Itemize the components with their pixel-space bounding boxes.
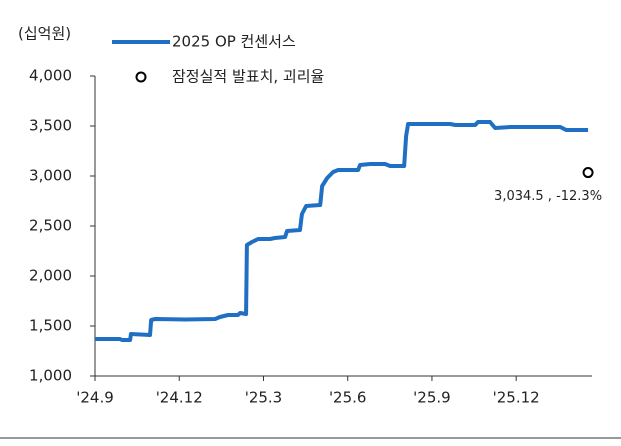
y-tick-label: 2,500 xyxy=(29,217,72,235)
x-tick-label: '25.6 xyxy=(329,389,367,407)
marker xyxy=(582,167,594,179)
x-tick-label: '24.9 xyxy=(76,389,114,407)
x-tick-label: '25.12 xyxy=(493,389,540,407)
data-label: 3,034.5 , -12.3% xyxy=(494,189,602,204)
y-tick-label: 1,000 xyxy=(29,367,72,385)
legend-label: 2025 OP 컨센서스 xyxy=(172,33,296,51)
legend-swatch xyxy=(135,71,147,83)
unit-label: (십억원) xyxy=(18,25,71,43)
x-tick-label: '24.12 xyxy=(156,389,203,407)
y-tick-label: 4,000 xyxy=(29,67,72,85)
series-line xyxy=(95,120,589,342)
y-tick-label: 3,000 xyxy=(29,167,72,185)
legend-label: 잠정실적 발표치, 괴리율 xyxy=(172,68,324,86)
y-tick-label: 1,500 xyxy=(29,317,72,335)
y-tick-label: 3,500 xyxy=(29,117,72,135)
x-tick-label: '25.3 xyxy=(245,389,283,407)
x-tick-label: '25.9 xyxy=(413,389,451,407)
y-tick-label: 2,000 xyxy=(29,267,72,285)
